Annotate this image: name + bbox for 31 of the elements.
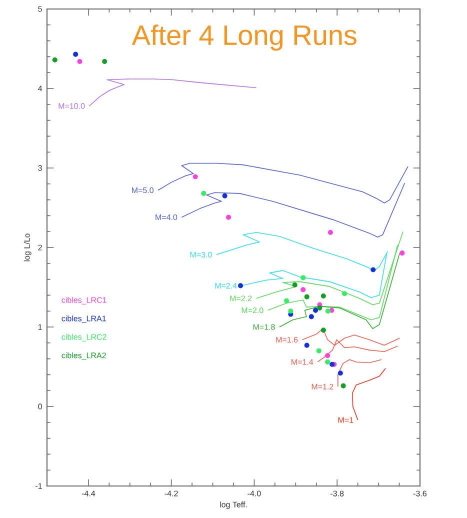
y-tick-label: 2 (38, 244, 42, 250)
series-label: M=1.6 (276, 336, 298, 343)
series-label: M=1 (338, 417, 354, 423)
y-tick-label: 0 (38, 404, 42, 410)
series-label: M=5.0 (132, 187, 154, 194)
x-tick-label: -4.0 (248, 490, 261, 496)
series-label: M=3.0 (190, 252, 212, 258)
y-tick-label: 4 (38, 86, 42, 92)
x-tick-label: -3.8 (330, 490, 344, 496)
x-tick-label: -3.6 (413, 490, 427, 496)
series-label: M=1.4 (292, 359, 314, 365)
series-label: M=2.0 (242, 307, 264, 314)
x-axis-title: log Teff. (220, 502, 247, 509)
series-label: M=4.0 (156, 214, 178, 220)
y-tick-label: -1 (36, 483, 42, 489)
y-tick-label: 5 (38, 6, 42, 12)
text: cibles_LRC2 (62, 334, 106, 342)
x-tick-label: -4.2 (164, 490, 178, 496)
text: cibles_LRA2 (62, 352, 106, 360)
series-label: M=1.2 (312, 384, 334, 390)
series-label: M=2.4 (215, 282, 237, 288)
series-label: M=2.2 (230, 296, 252, 302)
text: cibles_LRA1 (62, 315, 106, 323)
y-axis-title: log L/Lo (24, 234, 32, 262)
text: cibles_LRC1 (62, 296, 106, 304)
y-tick-label: 3 (38, 165, 42, 171)
series-label: M=10.0 (58, 103, 85, 109)
y-tick-label: 1 (38, 324, 42, 330)
text: After 4 Long Runs (132, 24, 356, 51)
series-label: M=1.8 (253, 324, 275, 330)
x-tick-label: -4.4 (82, 490, 96, 496)
